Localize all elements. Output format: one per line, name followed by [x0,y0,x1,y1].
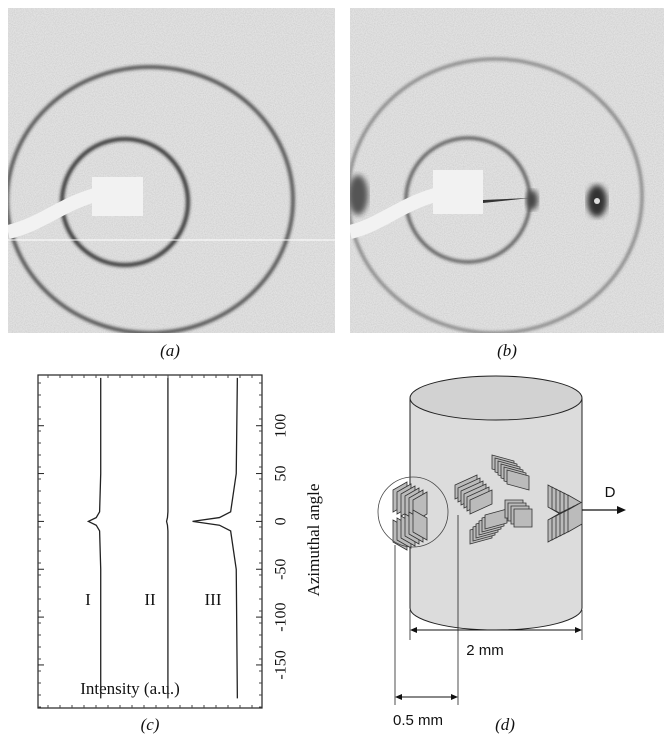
tick-label: 0 [273,517,290,525]
tick-label: -150 [273,650,290,679]
panel-label: (c) [141,715,160,734]
diffraction-image-a [7,8,335,333]
intensity-curve [88,378,100,699]
panel-label: (a) [160,341,180,360]
tick-label: 50 [273,466,290,482]
tick-label: 100 [273,414,290,438]
panel-label: (d) [495,715,515,734]
panel-label: (b) [497,341,517,360]
plot-frame [38,375,262,708]
plate [514,509,532,527]
curve-label: III [205,590,222,609]
direction-label: D [605,484,616,501]
intensity-curve [167,378,168,699]
tick-label: -100 [273,602,290,631]
curve-label: I [85,590,91,609]
diffraction-image-b [348,8,664,333]
intensity-curve [193,378,238,699]
axis-title: Azimuthal angle [304,484,323,597]
dimension-label: 0.5 mm [393,712,443,729]
curve-label: II [144,590,156,609]
figure: (a) (b) Azimuthal angle Intensity (a.u.)… [0,0,666,737]
tick-label: -50 [273,559,290,580]
dimension-label: 2 mm [466,642,504,659]
axis-title: Intensity (a.u.) [80,679,180,698]
